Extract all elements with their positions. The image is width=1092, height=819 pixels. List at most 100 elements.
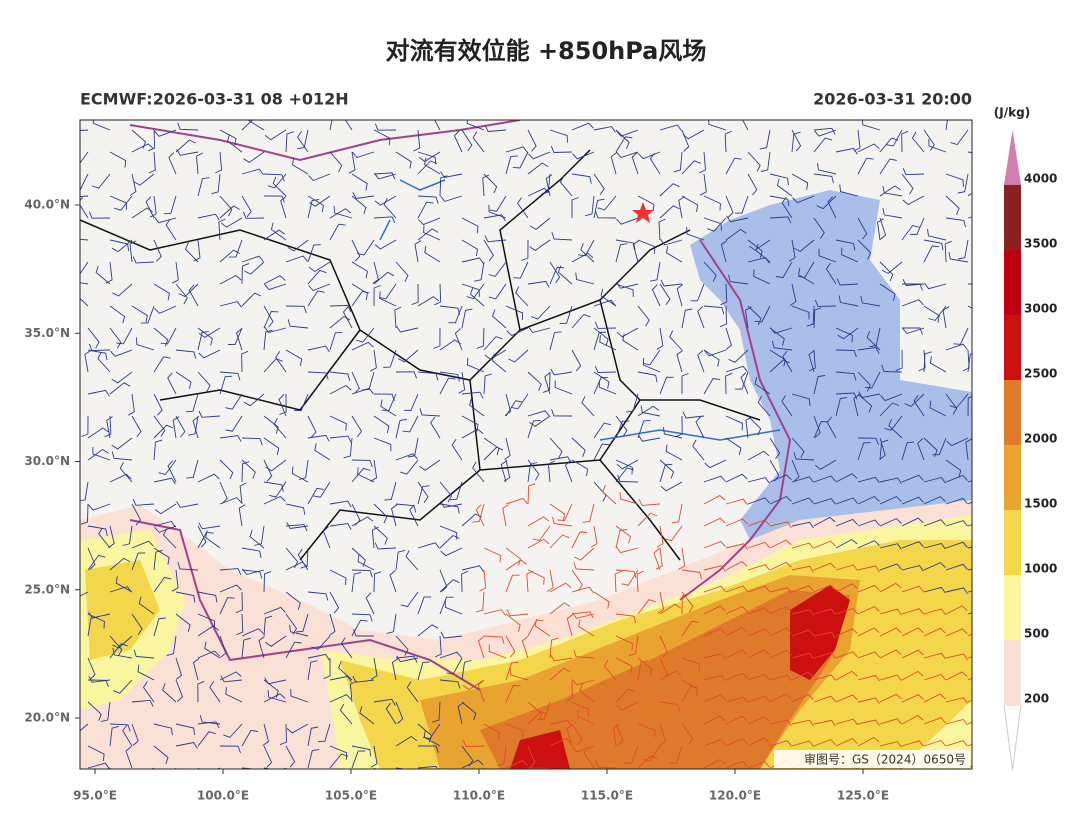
wind-barb bbox=[527, 410, 550, 417]
wind-barb bbox=[559, 305, 573, 325]
wind-barb bbox=[725, 696, 748, 704]
wind-barb bbox=[593, 481, 607, 502]
wind-barb bbox=[109, 327, 122, 349]
wind-barb bbox=[197, 591, 218, 603]
wind-barb bbox=[673, 151, 683, 173]
wind-barb bbox=[153, 745, 169, 765]
wind-barb bbox=[396, 325, 419, 333]
wind-barb bbox=[681, 767, 686, 769]
wind-barb bbox=[882, 185, 903, 197]
wind-barb bbox=[549, 266, 565, 285]
wind-barb bbox=[192, 658, 200, 681]
wind-barb bbox=[571, 173, 592, 184]
wind-barb bbox=[249, 529, 265, 549]
wind-barb bbox=[204, 641, 221, 659]
wind-barb bbox=[665, 444, 683, 461]
wind-barb bbox=[923, 608, 946, 615]
wind-barb bbox=[728, 349, 749, 363]
footer-bg bbox=[774, 750, 970, 768]
wind-barb bbox=[168, 152, 177, 175]
wind-barb bbox=[417, 624, 439, 637]
wind-barb bbox=[857, 519, 880, 527]
wind-barb bbox=[724, 130, 732, 153]
wind-barb bbox=[825, 262, 837, 285]
wind-barb bbox=[484, 235, 507, 243]
wind-barb bbox=[219, 249, 241, 263]
wind-barb bbox=[219, 371, 241, 381]
wind-barb bbox=[220, 675, 243, 683]
wind-barb bbox=[704, 349, 727, 357]
colorbar-label: 3500 bbox=[1024, 237, 1057, 251]
wind-barb bbox=[650, 261, 661, 282]
wind-barb bbox=[263, 229, 285, 241]
wind-barb bbox=[153, 283, 170, 301]
wind-barb bbox=[175, 371, 192, 389]
wind-barb bbox=[574, 547, 595, 561]
wind-barb bbox=[439, 569, 448, 592]
colorbar-label: 1500 bbox=[1024, 497, 1057, 511]
x-tick-label: 100.0°E bbox=[197, 789, 249, 803]
wind-barb bbox=[108, 525, 115, 548]
wind-barb bbox=[215, 151, 223, 174]
wind-barb bbox=[80, 238, 89, 241]
wind-barb bbox=[461, 570, 469, 593]
x-tick-label: 125.0°E bbox=[837, 789, 889, 803]
wind-barb bbox=[307, 195, 324, 213]
wind-barb bbox=[813, 516, 836, 527]
wind-barb bbox=[879, 137, 899, 153]
wind-barb bbox=[527, 462, 538, 483]
wind-barb bbox=[615, 243, 628, 263]
wind-barb bbox=[373, 437, 392, 452]
wind-barb bbox=[742, 120, 749, 131]
wind-barb bbox=[228, 239, 243, 258]
wind-barb bbox=[329, 745, 348, 760]
wind-barb bbox=[411, 283, 419, 306]
wind-barb bbox=[769, 649, 792, 659]
wind-barb bbox=[771, 340, 793, 351]
wind-barb bbox=[532, 525, 551, 542]
colorbar-over bbox=[1004, 130, 1021, 185]
wind-barb bbox=[434, 120, 441, 131]
wind-barb bbox=[529, 217, 551, 230]
wind-barb bbox=[527, 516, 550, 527]
wind-barb bbox=[813, 137, 833, 153]
wind-barb bbox=[638, 151, 661, 160]
wind-barb bbox=[154, 129, 177, 137]
wind-barb bbox=[111, 371, 133, 384]
wind-barb bbox=[308, 173, 331, 182]
wind-barb bbox=[439, 534, 460, 549]
wind-barb bbox=[80, 591, 89, 597]
wind-barb bbox=[279, 393, 287, 416]
wind-barb bbox=[534, 618, 551, 637]
wind-barb bbox=[967, 353, 972, 373]
wind-barb bbox=[504, 437, 511, 460]
wind-barb bbox=[725, 518, 748, 527]
wind-barb bbox=[747, 541, 770, 549]
wind-barb bbox=[615, 569, 637, 579]
wind-barb bbox=[351, 195, 367, 215]
wind-barb bbox=[610, 152, 618, 175]
wind-barb bbox=[351, 173, 368, 191]
wind-barb bbox=[826, 416, 837, 439]
wind-barb bbox=[517, 197, 529, 219]
wind-barb bbox=[835, 583, 858, 593]
wind-barb bbox=[860, 295, 881, 307]
wind-barb bbox=[307, 591, 329, 601]
wind-barb bbox=[853, 129, 861, 152]
wind-barb bbox=[857, 371, 871, 392]
wind-barb bbox=[769, 216, 792, 224]
wind-barb bbox=[351, 569, 373, 578]
wind-barb bbox=[866, 330, 881, 351]
wind-barb bbox=[483, 239, 494, 262]
wind-barb bbox=[440, 631, 463, 639]
wind-barb bbox=[813, 631, 836, 639]
wind-barb bbox=[529, 415, 551, 427]
wind-barb bbox=[280, 196, 287, 219]
colorbar-segment bbox=[1004, 315, 1021, 380]
wind-barb bbox=[285, 349, 303, 366]
colorbar-label: 2500 bbox=[1024, 367, 1057, 381]
wind-barb bbox=[957, 173, 969, 194]
wind-barb bbox=[653, 548, 661, 571]
wind-barb bbox=[307, 660, 318, 681]
wind-barb bbox=[197, 177, 210, 197]
